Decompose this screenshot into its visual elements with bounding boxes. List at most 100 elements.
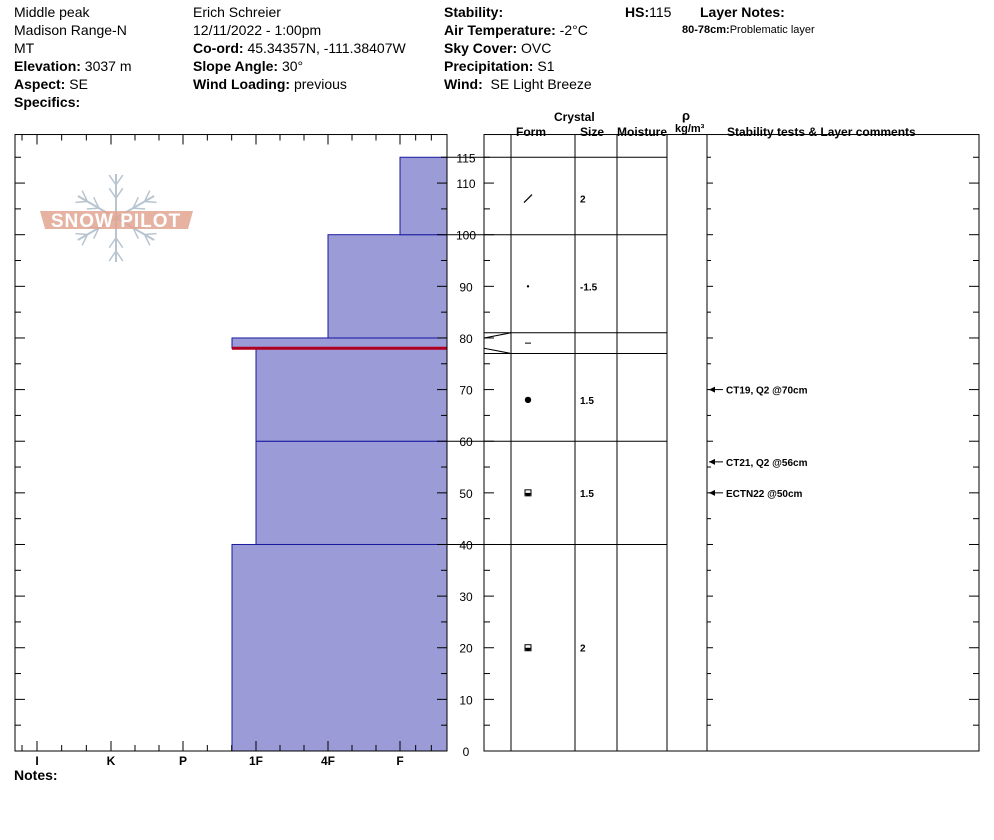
wind-loading-label: Wind Loading: xyxy=(193,76,291,92)
header-col-3: Stability: Air Temperature: -2°C Sky Cov… xyxy=(444,3,592,93)
hs-value: 115 xyxy=(649,4,672,20)
depth-label: 80 xyxy=(459,332,473,346)
coord-row: Co-ord: 45.34357N, -111.38407W xyxy=(193,39,406,57)
crystal-form-symbol xyxy=(525,492,531,496)
air-temp-value: -2°C xyxy=(559,22,588,38)
snowflake-branch xyxy=(108,250,117,262)
sky-label: Sky Cover: xyxy=(444,40,518,56)
wind-loading-row: Wind Loading: previous xyxy=(193,75,406,93)
comments-header: Stability tests & Layer comments xyxy=(727,125,916,139)
depth-axis: I K P 1F 4F F 0 10 20 30 40 50 60 70 80 90 100 110 115 xyxy=(15,134,979,768)
hardness-label: 1F xyxy=(249,754,263,768)
wind-value: SE Light Breeze xyxy=(490,76,592,92)
crystal-size: 2 xyxy=(580,195,586,206)
notes-label: Notes: xyxy=(14,767,58,783)
air-temp-label: Air Temperature: xyxy=(444,22,556,38)
test-arrowhead xyxy=(709,458,715,465)
stability-test-label: ECTN22 @50cm xyxy=(726,489,803,500)
logo-banner xyxy=(40,211,193,229)
snowflake-branch xyxy=(115,174,124,186)
crystal-form-symbol xyxy=(524,396,532,404)
snowpilot-logo: SNOW PILOT xyxy=(40,174,193,262)
state: MT xyxy=(14,40,35,56)
snowflake-branch xyxy=(115,250,124,262)
snowflake-branch xyxy=(144,232,157,236)
stratigraphy-table: 2 -1.5 1.5 1.5 2 xyxy=(447,156,667,655)
precip-label: Precipitation: xyxy=(444,58,534,74)
snowflake-branch xyxy=(143,190,151,202)
hardness-bar xyxy=(255,347,448,442)
test-arrowhead xyxy=(709,386,715,393)
snowflake-branch xyxy=(108,187,117,199)
snowflake-branch xyxy=(132,227,140,240)
wind-row: Wind: SE Light Breeze xyxy=(444,75,592,93)
snowflake-branch xyxy=(132,196,140,209)
test-arrowhead xyxy=(709,489,715,496)
depth-label: 40 xyxy=(459,538,473,552)
location: Middle peak xyxy=(14,4,90,20)
moisture-header: Moisture xyxy=(617,125,668,139)
slope-value: 30° xyxy=(281,58,304,74)
hardness-label: F xyxy=(396,754,403,768)
crystal-form-symbol xyxy=(523,194,533,203)
depth-label: 90 xyxy=(459,280,473,294)
observer: Erich Schreier xyxy=(193,4,281,20)
snowflake-branch xyxy=(86,207,99,210)
range: Madison Range-N xyxy=(14,22,127,38)
depth-label: 115 xyxy=(456,151,475,165)
layer-note-text: Problematic layer xyxy=(729,24,815,36)
snowflake-branch xyxy=(143,234,151,246)
strat-connector xyxy=(483,347,512,354)
precip-value: S1 xyxy=(537,58,555,74)
hardness-frame xyxy=(14,134,448,752)
hardness-bar xyxy=(327,234,448,339)
depth-label: 0 xyxy=(463,745,470,759)
depth-label: 10 xyxy=(459,693,473,707)
hardness-bar xyxy=(231,337,448,349)
specifics-label: Specifics: xyxy=(14,94,81,110)
hs-label: HS: xyxy=(625,4,650,20)
crystal-form-symbol xyxy=(525,647,531,651)
snowflake-branch xyxy=(75,200,88,204)
coord-label: Co-ord: xyxy=(193,40,244,56)
snowflake-branch xyxy=(92,227,100,240)
depth-label: 110 xyxy=(456,177,475,191)
aspect-value: SE xyxy=(69,76,88,92)
hardness-bars xyxy=(231,156,448,752)
snowflake-branch xyxy=(115,237,124,249)
hardness-bar xyxy=(231,543,448,752)
datetime: 12/11/2022 - 1:00pm xyxy=(193,22,322,38)
elevation-row: Elevation: 3037 m xyxy=(14,57,132,75)
stability-test-label: CT19, Q2 @70cm xyxy=(726,386,808,397)
snowflake-branch xyxy=(92,196,100,209)
size-header: Size xyxy=(580,125,605,139)
crystal-size: 1.5 xyxy=(580,396,594,407)
hardness-bar xyxy=(255,440,448,545)
depth-label: 50 xyxy=(459,487,473,501)
density-unit-header: kg/m³ xyxy=(675,123,705,135)
crystal-size: -1.5 xyxy=(580,282,598,293)
crystal-size: 2 xyxy=(580,644,586,655)
aspect-row: Aspect: SE xyxy=(14,75,132,93)
crystal-header: Crystal xyxy=(554,110,595,124)
snowflake-branch xyxy=(81,234,89,246)
strat-connector xyxy=(483,332,512,339)
snowflake-branch xyxy=(108,174,117,186)
elevation-value: 3037 m xyxy=(84,58,132,74)
hardness-label: I xyxy=(35,754,38,768)
slope-row: Slope Angle: 30° xyxy=(193,57,406,75)
hs-row: HS:115 xyxy=(625,3,671,21)
hardness-label: P xyxy=(179,754,187,768)
depth-label: 100 xyxy=(456,229,476,243)
snowflake-branch xyxy=(133,207,146,210)
snowflake-branch xyxy=(144,200,157,204)
stability-label: Stability: xyxy=(444,4,504,20)
stability-tests: CT19, Q2 @70cm CT21, Q2 @56cm ECTN22 @50cm xyxy=(709,386,808,500)
hardness-bar xyxy=(399,156,448,236)
wind-label: Wind: xyxy=(444,76,483,92)
layer-notes-heading: Layer Notes: xyxy=(700,3,785,21)
snowflake-branch xyxy=(81,190,89,202)
layer-notes-label: Layer Notes: xyxy=(700,4,785,20)
slope-label: Slope Angle: xyxy=(193,58,279,74)
